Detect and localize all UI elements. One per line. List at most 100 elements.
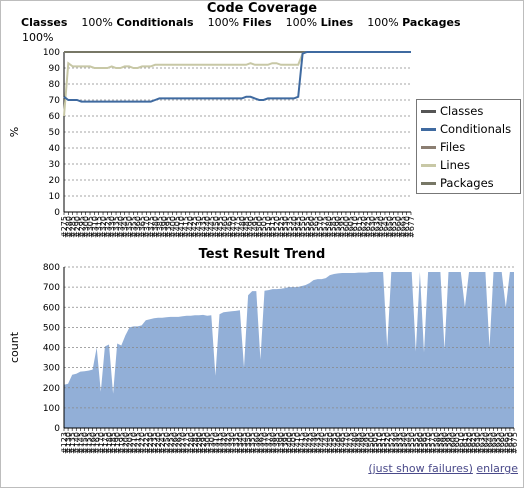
legend-swatch [421,127,436,131]
trend-y-tick-label: 200 [43,384,60,394]
trend-x-tick-label: #635 [477,432,486,454]
legend-swatch [421,109,436,113]
coverage-x-tick-label: #515 [268,216,277,238]
trend-area [64,272,514,428]
trend-x-tick-label: #450 [326,432,335,454]
coverage-x-tick-label: #400 [168,216,177,238]
trend-x-tick-label: #350 [244,432,253,454]
summary-classes-name: Classes [21,16,68,29]
trend-x-tick-label: #615 [461,432,470,454]
trend-title: Test Result Trend [198,247,326,262]
summary-packages-name: Packages [402,16,461,29]
trend-x-tick-label: #155 [85,432,94,454]
trend-x-tick-label: #215 [134,432,143,454]
coverage-x-tick-label: #290 [73,216,82,238]
legend-item-files: Files [421,138,465,156]
coverage-y-tick-label: 80 [49,80,61,90]
coverage-x-tick-label: #555 [303,216,312,238]
coverage-x-tick-label: #610 [351,216,360,238]
coverage-x-tick-label: #640 [377,216,386,238]
trend-x-tick-label: #325 [224,432,233,454]
coverage-x-tick-label: #310 [90,216,99,238]
trend-x-tick-label: #400 [285,432,294,454]
trend-x-tick-label: #240 [154,432,163,454]
trend-x-tick-label: #640 [481,432,490,454]
coverage-x-tick-label: #440 [203,216,212,238]
coverage-x-tick-label: #460 [220,216,229,238]
coverage-x-tick-label: #375 [147,216,156,238]
coverage-x-tick-label: #455 [216,216,225,238]
legend-swatch [421,145,436,149]
coverage-x-tick-label: #330 [108,216,117,238]
trend-x-tick-label: #355 [248,432,257,454]
trend-x-tick-label: #570 [424,432,433,454]
trend-x-tick-label: #310 [211,432,220,454]
enlarge-link[interactable]: enlarge [476,462,518,475]
coverage-x-tick-label: #585 [329,216,338,238]
coverage-x-tick-label: #635 [372,216,381,238]
coverage-x-tick-label: #430 [194,216,203,238]
trend-x-tick-label: #480 [350,432,359,454]
trend-x-tick-label: #145 [76,432,85,454]
trend-x-tick-label: #140 [72,432,81,454]
trend-x-tick-label: #590 [440,432,449,454]
trend-x-tick-label: #150 [80,432,89,454]
coverage-y-axis-label: % [8,127,21,137]
legend-label: Lines [440,158,470,172]
trend-x-tick-label: #295 [199,432,208,454]
coverage-x-tick-label: #670 [403,216,412,238]
coverage-x-tick-label: #565 [312,216,321,238]
trend-x-tick-label: #130 [64,432,73,454]
coverage-x-tick-label: #380 [151,216,160,238]
coverage-x-tick-label: #595 [338,216,347,238]
coverage-x-tick-label: #520 [273,216,282,238]
trend-x-tick-label: #505 [371,432,380,454]
trend-x-tick-label: #465 [338,432,347,454]
trend-x-tick-label: #410 [293,432,302,454]
coverage-y-tick-label: 0 [54,208,60,218]
trend-x-tick-label: #525 [387,432,396,454]
coverage-x-tick-label: #655 [390,216,399,238]
coverage-x-tick-label: #530 [281,216,290,238]
coverage-x-tick-label: #490 [247,216,256,238]
trend-x-tick-label: #345 [240,432,249,454]
summary-lines-name: Lines [320,16,354,29]
coverage-x-tick-label: #650 [385,216,394,238]
trend-x-tick-label: #270 [179,432,188,454]
coverage-x-tick-label: #510 [264,216,273,238]
coverage-x-tick-label: #300 [82,216,91,238]
just-show-failures-link[interactable]: (just show failures) [368,462,473,475]
trend-y-tick-label: 700 [43,283,60,293]
trend-x-tick-label: #475 [346,432,355,454]
trend-x-tick-label: #490 [359,432,368,454]
trend-x-tick-label: #655 [494,432,503,454]
trend-x-tick-label: #560 [416,432,425,454]
coverage-legend: Classes Conditionals Files Lines Packages [416,99,521,194]
coverage-x-tick-label: #575 [320,216,329,238]
coverage-x-tick-label: #540 [290,216,299,238]
coverage-x-tick-label: #600 [342,216,351,238]
coverage-x-tick-label: #620 [359,216,368,238]
coverage-y-tick-label: 10 [49,192,61,202]
trend-x-tick-label: #485 [355,432,364,454]
coverage-y-tick-label: 20 [49,176,61,186]
coverage-x-tick-label: #535 [286,216,295,238]
legend-swatch [421,163,436,167]
coverage-x-tick-label: #385 [155,216,164,238]
coverage-x-tick-label: #350 [125,216,134,238]
coverage-y-tick-label: 70 [49,96,61,106]
trend-x-tick-label: #225 [142,432,151,454]
coverage-y-tick-label: 40 [49,144,61,154]
trend-y-tick-label: 300 [43,364,60,374]
legend-label: Conditionals [440,122,512,136]
trend-x-tick-label: #360 [252,432,261,454]
summary-lines-value: 100% [367,16,399,29]
trend-x-tick-label: #170 [97,432,106,454]
coverage-x-tick-label: #660 [394,216,403,238]
trend-x-tick-label: #460 [334,432,343,454]
trend-x-tick-label: #430 [310,432,319,454]
trend-x-tick-label: #365 [256,432,265,454]
trend-x-tick-label: #665 [502,432,511,454]
trend-x-tick-label: #160 [89,432,98,454]
